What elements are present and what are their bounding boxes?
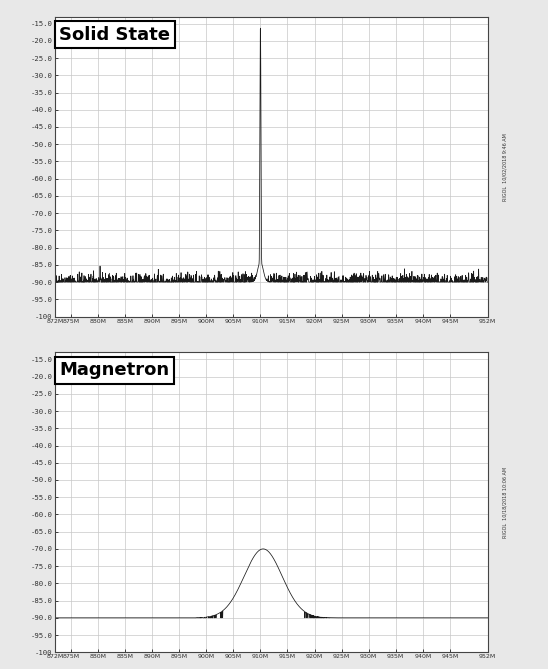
Text: RIGOL  10/18/2018 10:06 AM: RIGOL 10/18/2018 10:06 AM xyxy=(503,467,508,538)
Text: Magnetron: Magnetron xyxy=(59,361,169,379)
Text: RIGOL  10/02/2018 9:46 AM: RIGOL 10/02/2018 9:46 AM xyxy=(503,132,508,201)
Text: Solid State: Solid State xyxy=(59,25,170,43)
